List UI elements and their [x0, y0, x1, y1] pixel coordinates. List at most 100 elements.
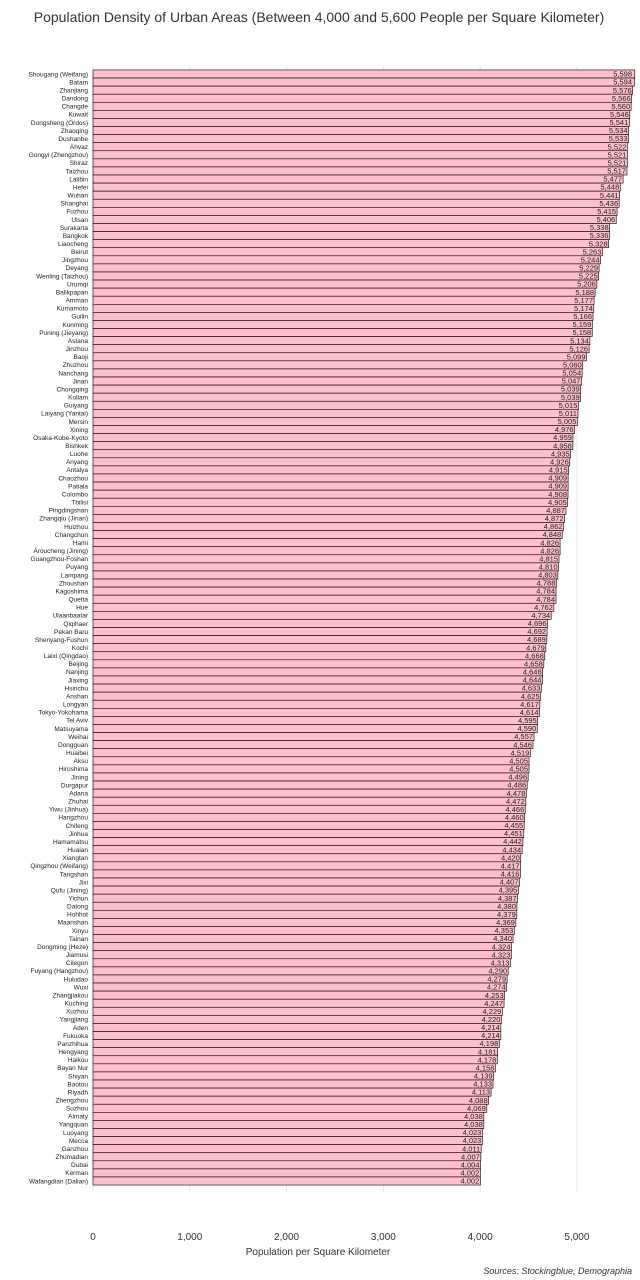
bar [92, 594, 557, 604]
value-label: 4,679 [526, 643, 545, 652]
bar [92, 69, 636, 79]
bar [92, 635, 548, 644]
bar [92, 514, 565, 523]
category-label: Tel Aviv [66, 718, 89, 725]
bar [92, 1015, 502, 1024]
category-label: Gongyi (Zhengzhou) [29, 152, 88, 159]
category-label: Hami [73, 540, 88, 547]
bar [92, 425, 575, 434]
bar [92, 352, 587, 362]
bar [92, 522, 564, 531]
category-label: Fuzhou [66, 209, 88, 216]
bar [92, 1006, 503, 1016]
category-label: Riyadh [68, 1089, 89, 1096]
category-label: Shiraz [70, 160, 88, 167]
value-label: 4,407 [500, 878, 519, 887]
bar [92, 207, 618, 216]
category-label: Aden [73, 1025, 89, 1032]
bar [92, 893, 518, 903]
value-label: 5,521 [608, 158, 627, 167]
value-label: 4,113 [472, 1088, 490, 1097]
bar [92, 643, 547, 653]
category-label: Hue [76, 605, 88, 612]
bar [92, 877, 520, 887]
category-label: Xuzhou [66, 1009, 88, 1016]
bar [92, 489, 569, 499]
bar [92, 1023, 502, 1032]
category-label: Guilin [71, 314, 88, 321]
category-label: Dongming (Heze) [37, 944, 88, 951]
value-label: 4,826 [540, 538, 559, 547]
value-label: 4,214 [481, 1031, 500, 1040]
value-label: 4,369 [496, 918, 515, 927]
category-label: Tangshan [60, 871, 89, 878]
value-label: 4,734 [531, 611, 550, 620]
bar [92, 546, 561, 556]
bar [92, 166, 628, 176]
category-label: Dongsheng (Ordos) [31, 120, 88, 127]
value-label: 5,521 [608, 150, 627, 159]
value-label: 4,395 [499, 886, 518, 895]
bar [92, 481, 569, 491]
value-label: 4,958 [553, 441, 572, 450]
value-label: 4,590 [517, 724, 536, 733]
category-label: Wuhan [68, 193, 89, 200]
bar [92, 360, 584, 370]
value-label: 4,038 [464, 1112, 483, 1121]
category-label: Patiala [68, 483, 88, 490]
category-label: Kuching [65, 1001, 89, 1008]
category-label: Astana [68, 338, 89, 345]
category-label: Tokyo-Yokohama [38, 710, 88, 717]
category-label: Fukuoka [63, 1033, 88, 1040]
bar [92, 918, 517, 927]
value-label: 5,177 [574, 296, 593, 305]
value-label: 4,909 [548, 474, 567, 483]
value-label: 4,976 [555, 425, 574, 434]
bar [92, 885, 519, 895]
bar [92, 376, 582, 386]
category-label: Maanshan [58, 920, 89, 927]
category-label: Colombo [62, 491, 88, 498]
bar [92, 869, 521, 879]
category-label: Jinzhou [66, 346, 89, 353]
value-label: 4,614 [520, 708, 539, 717]
category-label: Hiroshima [59, 766, 89, 773]
value-label: 4,887 [546, 506, 565, 515]
value-label: 4,181 [478, 1047, 497, 1056]
bar [92, 368, 583, 378]
bar [92, 926, 515, 935]
category-label: Ganzhou [62, 1146, 89, 1153]
bar [92, 1152, 482, 1162]
bar [92, 312, 594, 321]
value-label: 4,011 [462, 1144, 480, 1153]
bar [92, 1160, 481, 1170]
category-label: Zhuzhou [63, 362, 89, 369]
category-label: Laixi (Qingdao) [44, 653, 88, 660]
bar [92, 974, 508, 984]
x-tick-label: 0 [90, 1232, 96, 1243]
category-label: Xinyu [72, 928, 89, 935]
value-label: 4,002 [461, 1177, 480, 1186]
value-label: 4,692 [527, 627, 546, 636]
value-label: 4,810 [539, 563, 558, 572]
category-label: Deyang [66, 265, 89, 272]
bar [92, 1120, 485, 1129]
category-label: Durgapur [61, 782, 89, 789]
category-label: Dongguan [58, 742, 88, 749]
bar [92, 796, 527, 806]
value-label: 5,338 [590, 223, 609, 232]
bar [92, 150, 628, 160]
bar [92, 530, 563, 539]
category-label: Yangquan [59, 1122, 89, 1129]
bar [92, 562, 559, 572]
category-label: Beijing [68, 661, 88, 668]
value-label: 4,872 [545, 514, 564, 523]
bar [92, 215, 617, 224]
category-label: Kunming [62, 322, 88, 329]
bar [92, 683, 542, 693]
category-label: Datong [67, 904, 88, 911]
value-label: 5,533 [609, 134, 628, 143]
category-label: Huaibei [66, 750, 88, 757]
category-label: Balikpapan [56, 289, 89, 296]
bar [92, 126, 629, 135]
